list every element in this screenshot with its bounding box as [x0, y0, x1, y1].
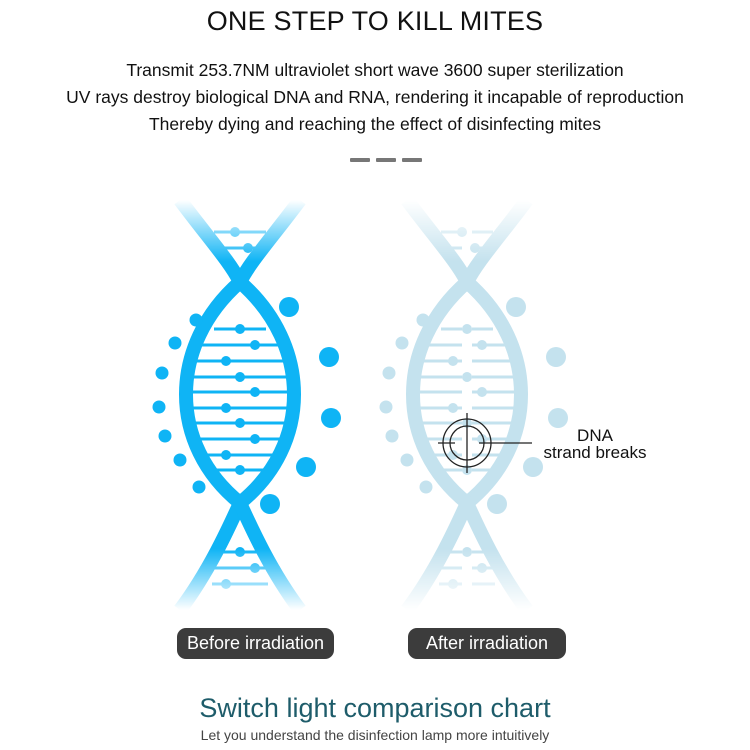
- dna-rung-node: [448, 403, 458, 413]
- dna-rung-node: [470, 243, 480, 253]
- dna-rung-node: [462, 547, 472, 557]
- molecule-dot: [158, 429, 172, 443]
- dna-rung-node: [448, 356, 458, 366]
- dna-rung-node: [448, 579, 458, 589]
- after-irradiation-label: After irradiation: [408, 628, 566, 659]
- molecule-dot: [487, 494, 507, 514]
- intro-line: Transmit 253.7NM ultraviolet short wave …: [126, 60, 624, 80]
- dna-rung-node: [235, 324, 245, 334]
- molecule-dot: [260, 494, 280, 514]
- molecule-dot: [279, 297, 299, 317]
- dna-rung-node: [221, 450, 231, 460]
- molecule-dot: [382, 366, 396, 380]
- dna-rung-node: [235, 418, 245, 428]
- molecule-dot: [173, 453, 187, 467]
- molecule-dot: [385, 429, 399, 443]
- molecule-dot: [548, 408, 568, 428]
- dna-rung-node: [477, 563, 487, 573]
- molecule-dot: [400, 453, 414, 467]
- dna-rung-node: [235, 465, 245, 475]
- dna-rung-node: [457, 227, 467, 237]
- dna-rung-node: [221, 356, 231, 366]
- molecule-dot: [419, 480, 433, 494]
- dna-rung-node: [235, 547, 245, 557]
- molecule-dot: [379, 400, 393, 414]
- target-crosshair-icon: [438, 413, 532, 473]
- dna-strand: [401, 195, 528, 615]
- dna-strand: [174, 195, 301, 615]
- dna-rung-node: [250, 387, 260, 397]
- molecule-dot: [296, 457, 316, 477]
- dna-rung-node: [230, 227, 240, 237]
- dna-strand: [179, 195, 306, 615]
- dna-before-irradiation: [152, 195, 341, 615]
- molecule-dot: [546, 347, 566, 367]
- dna-rung-node: [477, 340, 487, 350]
- dna-rung-node: [250, 434, 260, 444]
- page-title: ONE STEP TO KILL MITES: [206, 6, 544, 36]
- dna-rung-node: [250, 340, 260, 350]
- dna-rung-node: [477, 387, 487, 397]
- molecule-dot: [152, 400, 166, 414]
- intro-line: Thereby dying and reaching the effect of…: [148, 114, 602, 134]
- annotation-line: DNA: [577, 426, 613, 445]
- dna-rung-node: [448, 450, 458, 460]
- dna-annotation: DNA strand breaks: [538, 427, 652, 461]
- dna-after-irradiation: [379, 195, 568, 615]
- molecule-dot: [395, 336, 409, 350]
- molecule-dot: [155, 366, 169, 380]
- dna-rung-node: [221, 403, 231, 413]
- footer-title: Switch light comparison chart: [199, 693, 551, 723]
- molecule-dot: [321, 408, 341, 428]
- dna-rung-node: [221, 579, 231, 589]
- dna-strand: [406, 195, 533, 615]
- molecule-dot: [319, 347, 339, 367]
- dna-rung-node: [462, 324, 472, 334]
- molecule-dot: [523, 457, 543, 477]
- molecule-dot: [189, 313, 203, 327]
- footer-subtitle: Let you understand the disinfection lamp…: [200, 727, 550, 743]
- dna-rung-node: [243, 243, 253, 253]
- dna-rung-node: [462, 372, 472, 382]
- intro-line: UV rays destroy biological DNA and RNA, …: [66, 87, 684, 107]
- molecule-dot: [168, 336, 182, 350]
- molecule-dot: [506, 297, 526, 317]
- before-irradiation-label: Before irradiation: [177, 628, 334, 659]
- intro-text: Transmit 253.7NM ultraviolet short wave …: [0, 57, 750, 138]
- dna-rung-node: [250, 563, 260, 573]
- divider-dashes: [350, 158, 422, 162]
- dna-rung-node: [235, 372, 245, 382]
- molecule-dot: [192, 480, 206, 494]
- molecule-dot: [416, 313, 430, 327]
- annotation-line: strand breaks: [543, 443, 647, 462]
